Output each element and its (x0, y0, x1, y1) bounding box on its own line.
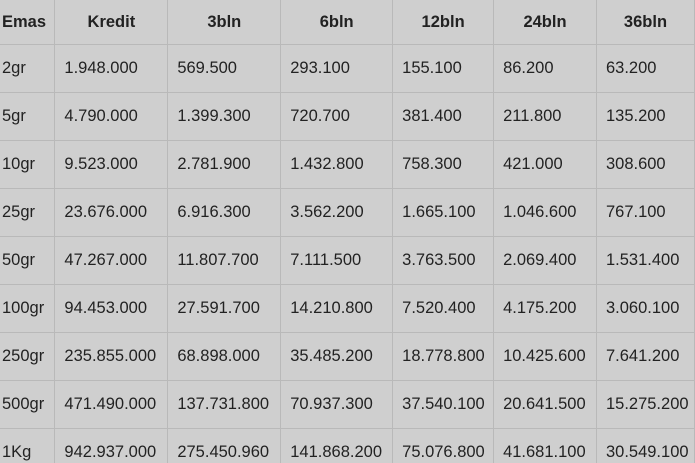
price-cell: 1.665.100 (392, 188, 495, 237)
weight-cell: 5gr (0, 92, 56, 141)
table-row: 10gr 9.523.000 2.781.900 1.432.800 758.300 42… (0, 140, 695, 189)
price-cell: 47.267.000 (54, 236, 169, 285)
price-cell: 27.591.700 (167, 284, 282, 333)
weight-cell: 50gr (0, 236, 56, 285)
table-row: 500gr 471.490.000 137.731.800 70.937.300 37.… (0, 380, 695, 429)
weight-cell: 500gr (0, 380, 56, 429)
column-header-emas: Emas (0, 0, 56, 45)
table-row: 1Kg 942.937.000 275.450.960 141.868.200 75.0… (0, 428, 695, 463)
price-cell: 1.432.800 (280, 140, 394, 189)
price-cell: 4.790.000 (54, 92, 169, 141)
price-cell: 63.200 (595, 44, 695, 93)
price-cell: 7.641.200 (595, 332, 695, 381)
price-cell: 135.200 (595, 92, 695, 141)
price-cell: 41.681.100 (493, 428, 597, 463)
price-cell: 155.100 (392, 44, 495, 93)
price-cell: 1.948.000 (54, 44, 169, 93)
price-cell: 235.855.000 (54, 332, 169, 381)
price-cell: 569.500 (167, 44, 282, 93)
column-header-36bln: 36bln (595, 0, 695, 45)
price-cell: 7.520.400 (392, 284, 495, 333)
column-header-12bln: 12bln (392, 0, 495, 45)
weight-cell: 1Kg (0, 428, 56, 463)
weight-cell: 10gr (0, 140, 56, 189)
table-row: 25gr 23.676.000 6.916.300 3.562.200 1.665.10… (0, 188, 695, 237)
price-cell: 3.060.100 (595, 284, 695, 333)
price-cell: 2.781.900 (167, 140, 282, 189)
table-row: 100gr 94.453.000 27.591.700 14.210.800 7.520… (0, 284, 695, 333)
price-cell: 758.300 (392, 140, 495, 189)
price-cell: 94.453.000 (54, 284, 169, 333)
price-cell: 15.275.200 (595, 380, 695, 429)
price-cell: 30.549.100 (595, 428, 695, 463)
price-cell: 275.450.960 (167, 428, 282, 463)
price-cell: 1.531.400 (595, 236, 695, 285)
weight-cell: 250gr (0, 332, 56, 381)
price-cell: 70.937.300 (280, 380, 394, 429)
price-cell: 211.800 (493, 92, 597, 141)
table-row: 50gr 47.267.000 11.807.700 7.111.500 3.763.5… (0, 236, 695, 285)
weight-cell: 2gr (0, 44, 56, 93)
price-cell: 37.540.100 (392, 380, 495, 429)
price-cell: 942.937.000 (54, 428, 169, 463)
weight-cell: 100gr (0, 284, 56, 333)
price-cell: 381.400 (392, 92, 495, 141)
price-cell: 421.000 (493, 140, 597, 189)
table-row: 2gr 1.948.000 569.500 293.100 155.100 86.200 6… (0, 44, 695, 93)
price-cell: 11.807.700 (167, 236, 282, 285)
price-cell: 20.641.500 (493, 380, 597, 429)
price-cell: 68.898.000 (167, 332, 282, 381)
table-row: 250gr 235.855.000 68.898.000 35.485.200 18.7… (0, 332, 695, 381)
price-cell: 3.763.500 (392, 236, 495, 285)
price-cell: 308.600 (595, 140, 695, 189)
price-cell: 6.916.300 (167, 188, 282, 237)
price-cell: 7.111.500 (280, 236, 394, 285)
price-cell: 10.425.600 (493, 332, 597, 381)
price-cell: 14.210.800 (280, 284, 394, 333)
price-cell: 1.046.600 (493, 188, 597, 237)
price-cell: 2.069.400 (493, 236, 597, 285)
price-cell: 86.200 (493, 44, 597, 93)
price-cell: 720.700 (280, 92, 394, 141)
weight-cell: 25gr (0, 188, 56, 237)
price-cell: 141.868.200 (280, 428, 394, 463)
price-cell: 18.778.800 (392, 332, 495, 381)
column-header-6bln: 6bln (280, 0, 394, 45)
price-cell: 9.523.000 (54, 140, 169, 189)
price-cell: 75.076.800 (392, 428, 495, 463)
column-header-kredit: Kredit (54, 0, 169, 45)
column-header-3bln: 3bln (167, 0, 282, 45)
price-cell: 137.731.800 (167, 380, 282, 429)
price-cell: 471.490.000 (54, 380, 169, 429)
price-cell: 23.676.000 (54, 188, 169, 237)
table-header-row: Emas Kredit 3bln 6bln 12bln 24bln 36bln (0, 0, 695, 45)
column-header-24bln: 24bln (493, 0, 597, 45)
price-cell: 4.175.200 (493, 284, 597, 333)
price-cell: 1.399.300 (167, 92, 282, 141)
price-cell: 293.100 (280, 44, 394, 93)
price-cell: 35.485.200 (280, 332, 394, 381)
table-row: 5gr 4.790.000 1.399.300 720.700 381.400 211.8… (0, 92, 695, 141)
price-cell: 3.562.200 (280, 188, 394, 237)
price-cell: 767.100 (595, 188, 695, 237)
